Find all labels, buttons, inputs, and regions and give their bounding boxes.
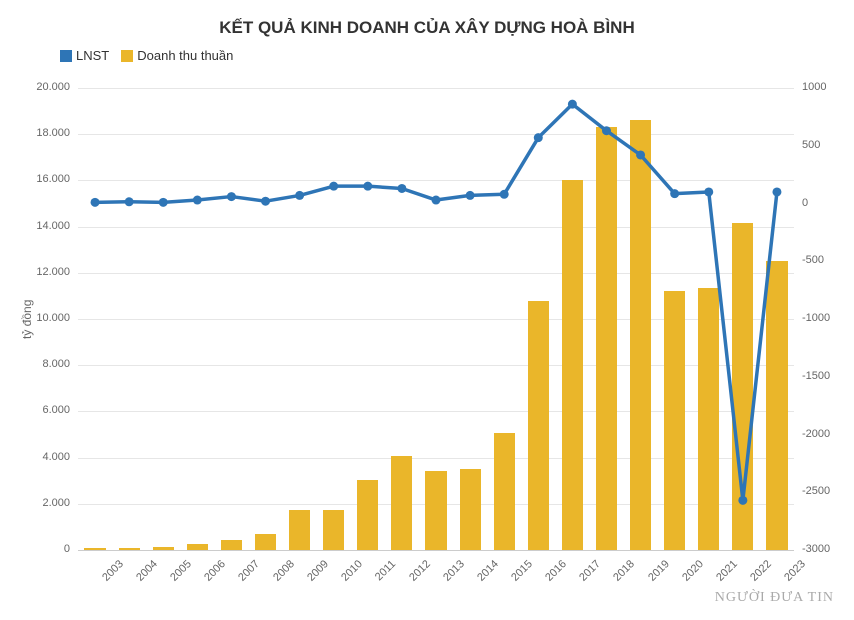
legend-label-lnst: LNST: [76, 48, 109, 63]
line-marker: [534, 133, 543, 142]
legend-swatch-line: [60, 50, 72, 62]
line-marker: [91, 198, 100, 207]
y-tick-right: -2500: [802, 485, 830, 497]
legend: LNST Doanh thu thuần: [60, 48, 233, 63]
line-marker: [363, 182, 372, 191]
y-tick-left: 2.000: [10, 497, 70, 509]
y-tick-right: -500: [802, 254, 824, 266]
line-marker: [568, 100, 577, 109]
y-tick-left: 6.000: [10, 404, 70, 416]
legend-item-revenue: Doanh thu thuần: [121, 48, 233, 63]
y-tick-left: 4.000: [10, 451, 70, 463]
line-marker: [227, 192, 236, 201]
line-marker: [397, 184, 406, 193]
y-tick-left: 8.000: [10, 358, 70, 370]
y-tick-right: 1000: [802, 81, 826, 93]
y-tick-left: 12.000: [10, 266, 70, 278]
y-tick-left: 18.000: [10, 127, 70, 139]
y-tick-left: 0: [10, 543, 70, 555]
y-tick-right: -1500: [802, 370, 830, 382]
line-marker: [738, 496, 747, 505]
legend-label-revenue: Doanh thu thuần: [137, 48, 233, 63]
x-axis-baseline: [78, 550, 794, 551]
line-marker: [159, 198, 168, 207]
y-tick-left: 14.000: [10, 220, 70, 232]
line-marker: [193, 196, 202, 205]
line-marker: [432, 196, 441, 205]
y-tick-right: 0: [802, 197, 808, 209]
watermark: NGƯỜI ĐƯA TIN: [715, 590, 834, 606]
y-tick-left: 16.000: [10, 173, 70, 185]
line-marker: [125, 197, 134, 206]
y-tick-right: 500: [802, 139, 820, 151]
legend-item-lnst: LNST: [60, 48, 109, 63]
line-marker: [602, 126, 611, 135]
line-marker: [500, 190, 509, 199]
y-tick-right: -1000: [802, 312, 830, 324]
chart-container: KẾT QUẢ KINH DOANH CỦA XÂY DỰNG HOÀ BÌNH…: [0, 0, 854, 620]
plot-area: [78, 88, 794, 550]
line-marker: [670, 189, 679, 198]
line-marker: [329, 182, 338, 191]
chart-title: KẾT QUẢ KINH DOANH CỦA XÂY DỰNG HOÀ BÌNH: [0, 18, 854, 38]
line-layer: [78, 88, 794, 550]
line-marker: [704, 187, 713, 196]
line-marker: [636, 150, 645, 159]
line-marker: [466, 191, 475, 200]
y-tick-left: 20.000: [10, 81, 70, 93]
y-tick-left: 10.000: [10, 312, 70, 324]
line-series: [95, 104, 777, 500]
y-tick-right: -3000: [802, 543, 830, 555]
line-marker: [261, 197, 270, 206]
y-tick-right: -2000: [802, 428, 830, 440]
line-marker: [295, 191, 304, 200]
legend-swatch-bar: [121, 50, 133, 62]
line-marker: [772, 187, 781, 196]
